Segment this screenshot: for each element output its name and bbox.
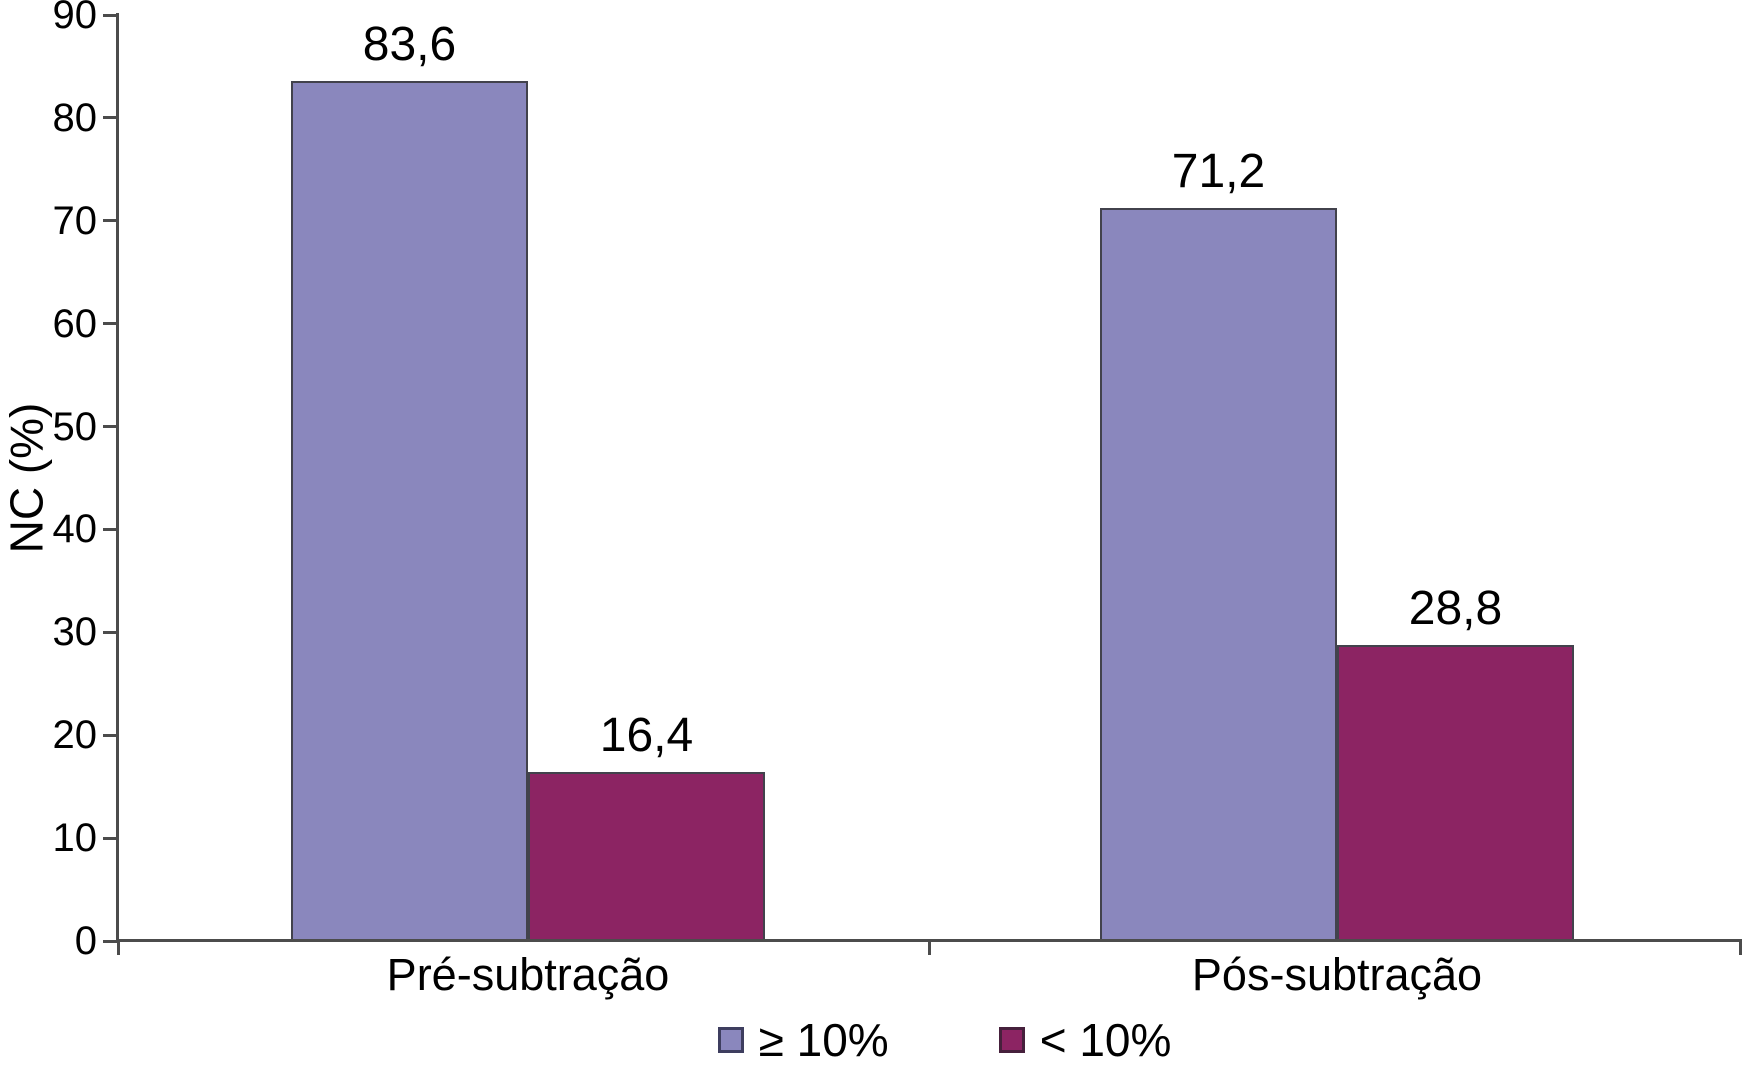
legend-label-lt10: < 10%: [1039, 1014, 1172, 1066]
y-axis-line: [116, 13, 119, 942]
y-axis-tick-label: 30: [52, 610, 98, 655]
y-axis-tick-label: 80: [52, 95, 98, 140]
value-label-lt10-pre: 16,4: [599, 709, 694, 762]
y-axis-tick-label: 0: [74, 919, 97, 963]
y-axis-title-wrap: NC (%): [0, 15, 52, 941]
bar-ge10-pre-subtracao: [291, 81, 528, 941]
legend-swatch-lt10: [998, 1027, 1025, 1053]
y-axis-tick-label: 50: [52, 404, 98, 449]
y-axis-tick-label: 10: [52, 816, 98, 861]
x-axis-tick: [927, 942, 931, 955]
y-axis-tick: [103, 116, 117, 120]
y-axis-tick: [103, 630, 117, 634]
y-axis-tick-label: 40: [52, 507, 98, 552]
legend-swatch-ge10: [717, 1027, 744, 1053]
legend-item-lt10: < 10%: [998, 1014, 1172, 1066]
y-axis-tick: [103, 733, 117, 737]
y-axis-tick: [103, 322, 117, 326]
x-axis-tick: [1738, 942, 1742, 955]
legend: ≥ 10% < 10%: [0, 1014, 1749, 1066]
y-axis-tick-label: 20: [52, 713, 98, 758]
bar-lt10-pre-subtracao: [528, 772, 765, 941]
y-axis-tick: [103, 425, 117, 429]
y-axis-tick-label: 60: [52, 301, 98, 346]
value-label-lt10-pos: 28,8: [1408, 582, 1503, 635]
legend-label-ge10: ≥ 10%: [758, 1014, 889, 1066]
y-axis-tick: [103, 527, 117, 531]
y-axis-tick: [103, 939, 117, 943]
category-label-pos-subtracao: Pós-subtração: [1191, 949, 1483, 1000]
legend-item-ge10: ≥ 10%: [717, 1014, 889, 1066]
bar-lt10-pos-subtracao: [1337, 645, 1574, 941]
value-label-ge10-pos: 71,2: [1171, 145, 1266, 198]
x-axis-line: [116, 939, 1742, 942]
category-label-pre-subtracao: Pré-subtração: [386, 949, 670, 1000]
y-axis-tick-label: 90: [52, 0, 98, 37]
y-axis-tick: [103, 836, 117, 840]
x-axis-tick: [116, 942, 120, 955]
y-axis-tick: [103, 219, 117, 223]
y-axis-tick: [103, 13, 117, 17]
value-label-ge10-pre: 83,6: [362, 18, 457, 71]
bar-ge10-pos-subtracao: [1100, 208, 1337, 941]
y-axis-tick-label: 70: [52, 198, 98, 243]
